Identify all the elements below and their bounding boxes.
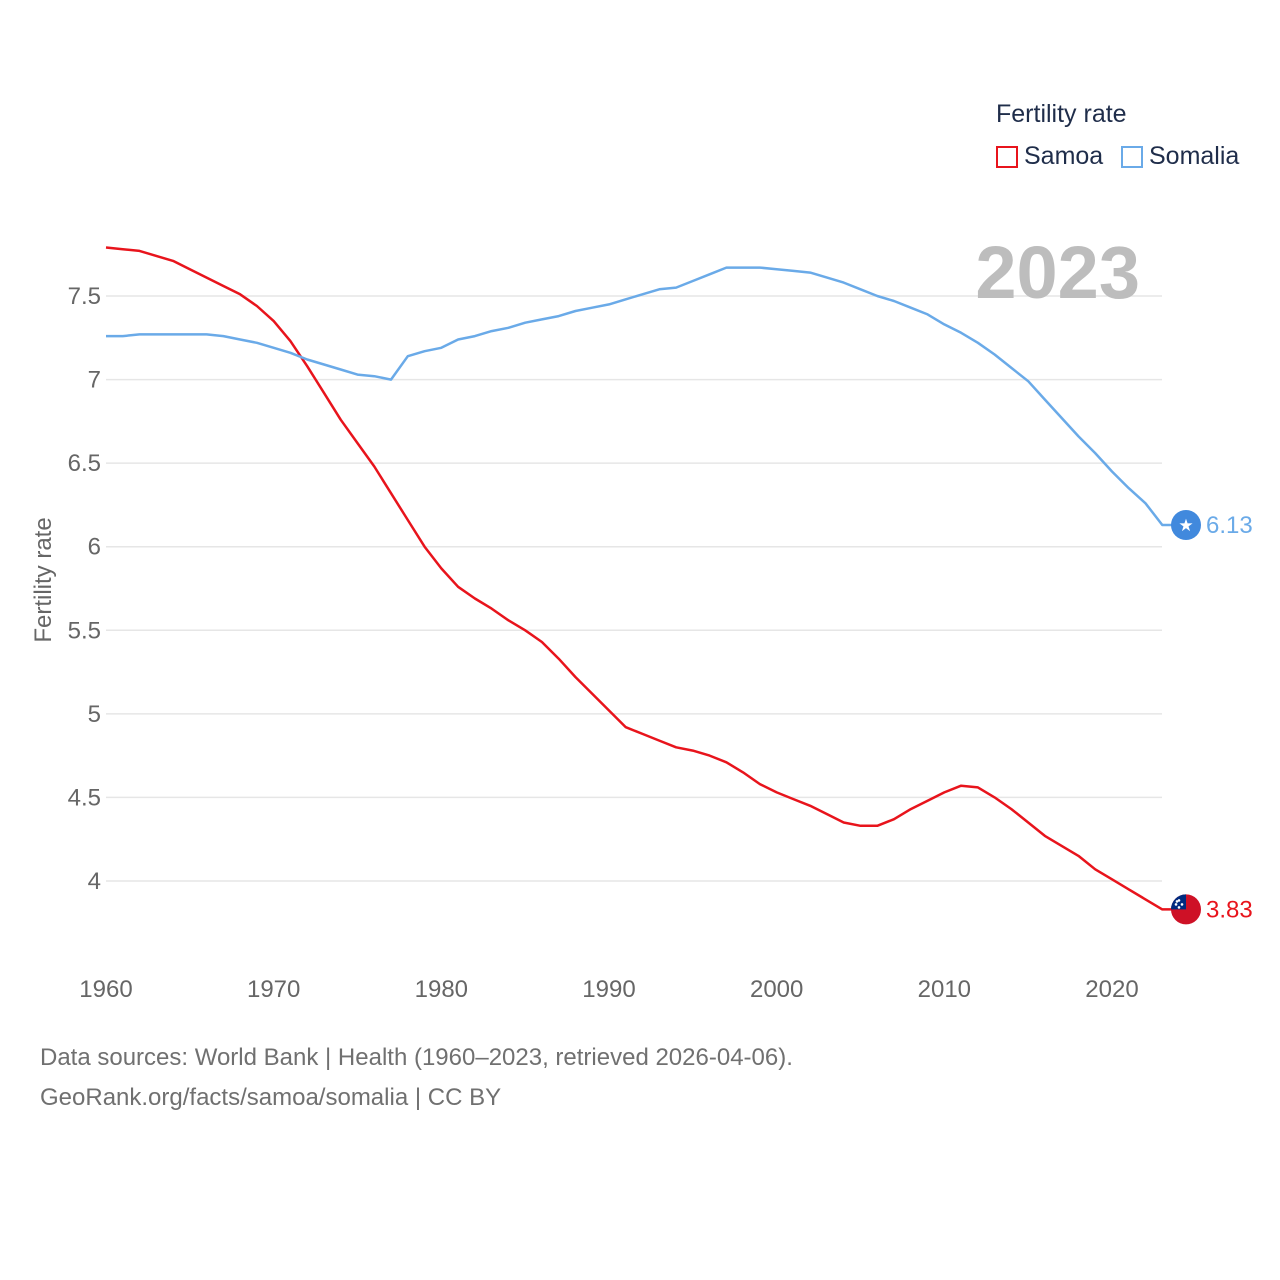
footer-attribution[interactable]: GeoRank.org/facts/samoa/somalia | CC BY xyxy=(40,1084,502,1111)
grid-lines xyxy=(106,295,1162,882)
samoa-flag-star xyxy=(1175,900,1179,903)
x-tick-label: 1990 xyxy=(582,976,635,1003)
series-line-somalia[interactable] xyxy=(106,266,1173,527)
somalia-flag-star: ★ xyxy=(1178,516,1193,536)
legend-swatch-somalia xyxy=(1121,145,1143,168)
x-tick-label: 1960 xyxy=(79,976,132,1003)
series-line-samoa[interactable] xyxy=(105,246,1173,911)
samoa-flag-star xyxy=(1174,903,1178,906)
y-tick-label: 7 xyxy=(88,367,101,394)
x-tick-label: 2020 xyxy=(1085,976,1138,1003)
legend-item-samoa[interactable]: Samoa xyxy=(996,142,1103,171)
x-tick-label: 1970 xyxy=(247,976,300,1003)
y-axis-label: Fertility rate xyxy=(30,517,57,642)
end-value-label-samoa: 3.83 xyxy=(1206,896,1253,923)
y-axis-ticks: 4 4.5 5 5.5 6 6.5 7 7.5 xyxy=(68,283,101,895)
series-end-markers: 3.83 ★ 6.13 xyxy=(1171,509,1253,925)
samoa-flag-star xyxy=(1180,903,1184,906)
y-tick-label: 6 xyxy=(88,534,101,561)
x-tick-label: 1980 xyxy=(415,976,468,1003)
series-lines xyxy=(105,246,1173,911)
x-tick-label: 2000 xyxy=(750,976,803,1003)
y-tick-label: 5 xyxy=(88,701,101,728)
y-tick-label: 5.5 xyxy=(68,617,101,644)
x-tick-label: 2010 xyxy=(918,976,971,1003)
legend-label-somalia: Somalia xyxy=(1149,142,1240,170)
legend-swatch-samoa xyxy=(996,145,1018,168)
y-tick-label: 6.5 xyxy=(68,450,101,477)
samoa-flag-star xyxy=(1177,899,1181,902)
current-year-label: 2023 xyxy=(975,231,1140,314)
y-tick-label: 7.5 xyxy=(68,283,101,310)
legend-title: Fertility rate xyxy=(996,100,1127,128)
samoa-flag-star xyxy=(1177,906,1181,909)
end-value-label-somalia: 6.13 xyxy=(1206,512,1253,539)
x-axis-ticks: 1960 1970 1980 1990 2000 2010 2020 xyxy=(79,976,1138,1003)
footer-sources: Data sources: World Bank | Health (1960–… xyxy=(40,1044,793,1071)
legend-label-samoa: Samoa xyxy=(1024,142,1104,170)
y-tick-label: 4 xyxy=(88,868,101,895)
somalia-flag-icon xyxy=(1171,509,1201,540)
legend-item-somalia[interactable]: Somalia xyxy=(1121,142,1239,171)
y-tick-label: 4.5 xyxy=(68,784,101,811)
